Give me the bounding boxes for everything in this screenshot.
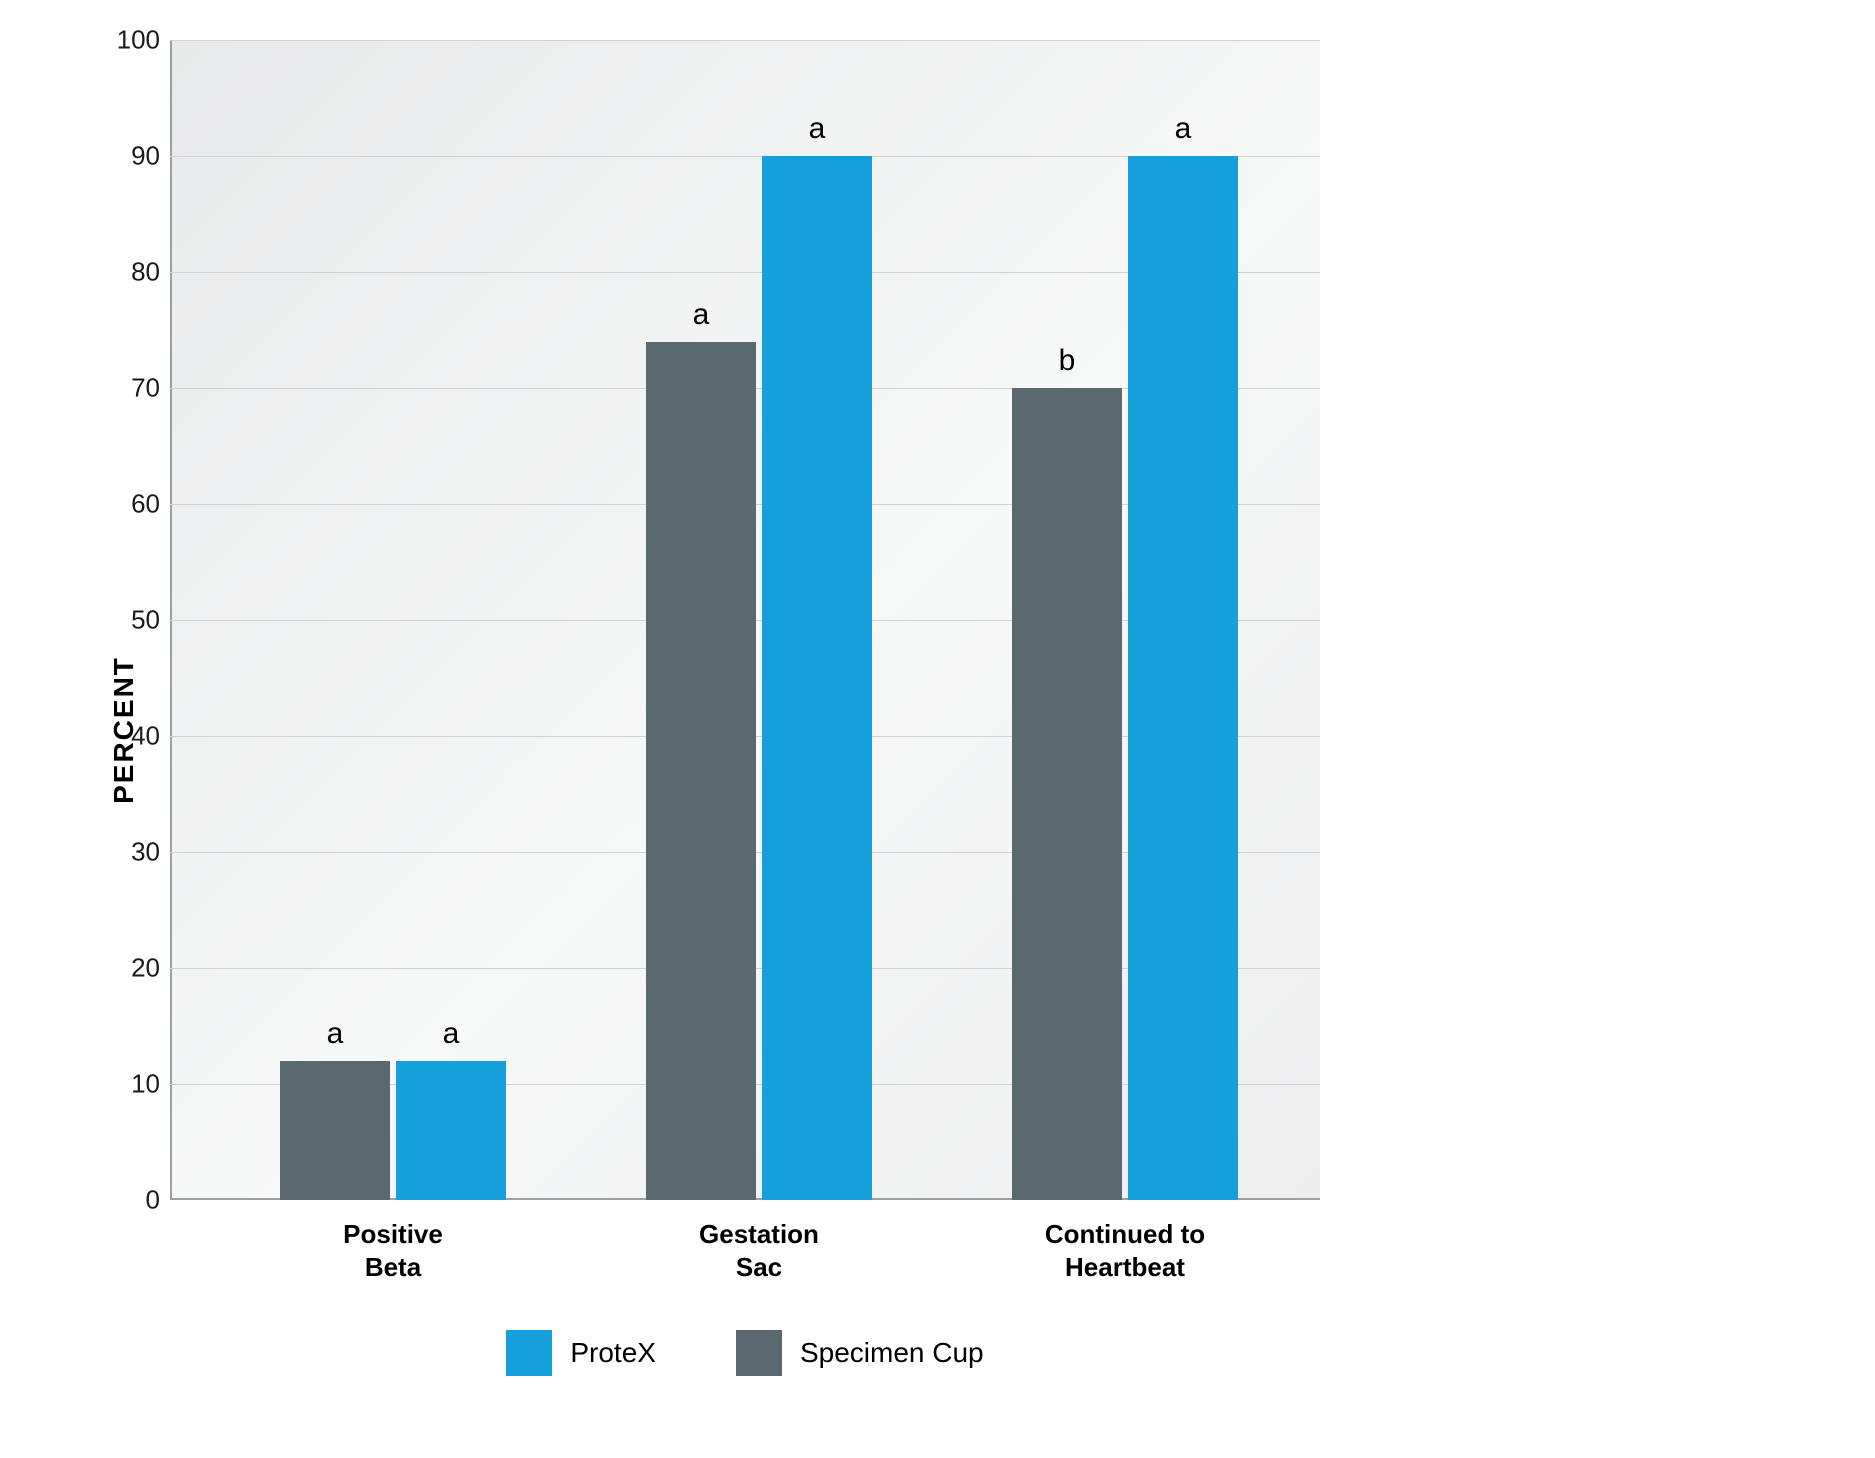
bar-annotation: a [396, 1017, 506, 1051]
legend-item: ProteX [506, 1330, 656, 1376]
plot-outer: aaaaba 0102030405060708090100 [170, 40, 1320, 1200]
bar: a [1128, 156, 1238, 1200]
bar-annotation: a [1128, 112, 1238, 146]
category-label-line: Positive [343, 1219, 443, 1249]
category-label: GestationSac [606, 1218, 912, 1283]
category-label: PositiveBeta [240, 1218, 546, 1283]
y-tick-label: 20 [100, 953, 160, 984]
category-label-line: Continued to [1045, 1219, 1205, 1249]
bar: a [396, 1061, 506, 1200]
y-tick-label: 90 [100, 141, 160, 172]
legend-swatch [506, 1330, 552, 1376]
y-tick-label: 100 [100, 25, 160, 56]
category-label-line: Sac [736, 1252, 782, 1282]
category-label-line: Beta [365, 1252, 421, 1282]
y-tick-label: 0 [100, 1185, 160, 1216]
legend-label: Specimen Cup [800, 1337, 984, 1369]
gridline [170, 40, 1320, 41]
bar-annotation: a [646, 298, 756, 332]
legend: ProteX Specimen Cup [170, 1330, 1320, 1381]
bar-annotation: b [1012, 344, 1122, 378]
plot-area: aaaaba [170, 40, 1320, 1200]
y-tick-label: 50 [100, 605, 160, 636]
bar-annotation: a [762, 112, 872, 146]
legend-item: Specimen Cup [736, 1330, 984, 1376]
bar: a [646, 342, 756, 1200]
category-label: Continued toHeartbeat [972, 1218, 1278, 1283]
y-tick-label: 10 [100, 1069, 160, 1100]
bar: b [1012, 388, 1122, 1200]
category-label-line: Gestation [699, 1219, 819, 1249]
legend-label: ProteX [570, 1337, 656, 1369]
y-tick-label: 30 [100, 837, 160, 868]
y-tick-label: 40 [100, 721, 160, 752]
bar: a [280, 1061, 390, 1200]
y-tick-label: 60 [100, 489, 160, 520]
y-tick-label: 70 [100, 373, 160, 404]
category-label-line: Heartbeat [1065, 1252, 1185, 1282]
y-tick-label: 80 [100, 257, 160, 288]
chart-container: PERCENT aaaaba 0102030405060708090100 Pr… [60, 40, 1340, 1420]
legend-swatch [736, 1330, 782, 1376]
bar: a [762, 156, 872, 1200]
bar-annotation: a [280, 1017, 390, 1051]
